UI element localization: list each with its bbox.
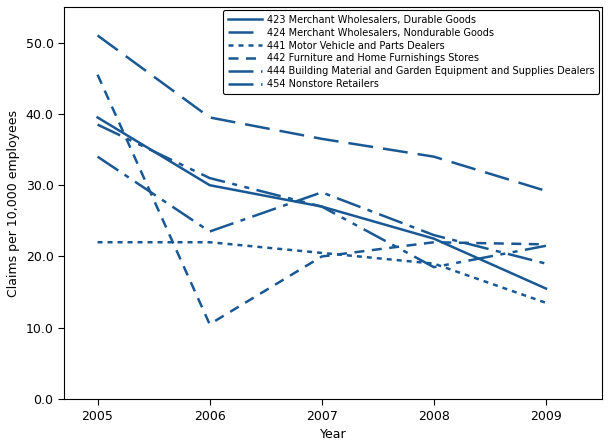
Legend: 423 Merchant Wholesalers, Durable Goods, 424 Merchant Wholesalers, Nondurable Go: 423 Merchant Wholesalers, Durable Goods,… xyxy=(223,10,599,94)
Y-axis label: Claims per 10,000 employees: Claims per 10,000 employees xyxy=(7,109,20,297)
X-axis label: Year: Year xyxy=(320,428,347,441)
